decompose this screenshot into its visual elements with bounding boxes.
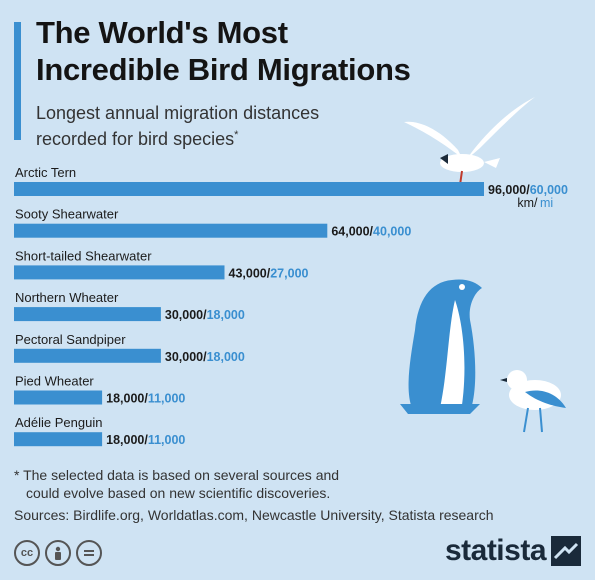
data-label-km: 18,000/ [106, 392, 148, 406]
unit-label-km: km [517, 196, 534, 210]
data-label-mi: 40,000 [373, 225, 411, 239]
subtitle-line-2: recorded for bird species [36, 129, 235, 149]
data-label-mi: 11,000 [148, 392, 186, 406]
subtitle-footnote-mark: * [234, 129, 239, 141]
title-line-1: The World's Most [36, 15, 288, 50]
bar [14, 432, 103, 447]
subtitle-line-1: Longest annual migration distances [36, 103, 320, 123]
chart-title: The World's Most Incredible Bird Migrati… [36, 14, 411, 88]
data-label-km: 64,000/ [331, 225, 373, 239]
penguin-illustration [400, 279, 482, 414]
unit-separator: / [534, 196, 538, 210]
data-label-mi: 18,000 [207, 308, 245, 322]
chart-subtitle: Longest annual migration distances recor… [36, 102, 319, 150]
footnote-line-2: could evolve based on new scientific dis… [26, 485, 331, 501]
brand-wordmark: statista [444, 534, 547, 567]
data-label-km: 43,000/ [229, 266, 271, 280]
data-label-mi: 27,000 [270, 266, 308, 280]
data-label: 18,000/11,000 [106, 392, 185, 406]
category-label: Sooty Shearwater [15, 207, 119, 222]
bird-illustration [500, 370, 566, 433]
data-label-km: 30,000/ [165, 350, 207, 364]
data-label-km: 96,000/ [488, 183, 530, 197]
unit-label-mi: mi [540, 196, 553, 210]
title-accent-bar [14, 22, 21, 140]
license-icons: cc [14, 540, 102, 566]
data-label: 43,000/27,000 [229, 266, 309, 280]
category-label: Pectoral Sandpiper [15, 332, 126, 347]
data-label: 30,000/18,000 [165, 350, 245, 364]
statista-logo: statista [445, 534, 581, 568]
category-label: Adélie Penguin [15, 415, 102, 430]
cc-icon: cc [14, 540, 40, 566]
bar [14, 390, 103, 405]
bar [14, 307, 161, 322]
bar [14, 265, 225, 280]
data-label: 30,000/18,000 [165, 308, 245, 322]
person-icon [45, 540, 71, 566]
arctic-tern-illustration [404, 97, 535, 186]
data-label: 96,000/60,000 [488, 183, 568, 197]
data-label-mi: 60,000 [530, 183, 568, 197]
bar [14, 223, 328, 238]
bar [14, 182, 484, 196]
data-label-km: 30,000/ [165, 308, 207, 322]
category-label: Pied Wheater [15, 374, 94, 389]
data-label-km: 18,000/ [106, 433, 148, 447]
data-label-mi: 18,000 [207, 350, 245, 364]
footnote-line-1: * The selected data is based on several … [14, 467, 340, 483]
sources-text: Sources: Birdlife.org, Worldatlas.com, N… [14, 507, 494, 523]
category-label: Arctic Tern [15, 165, 76, 180]
statista-logo-icon [551, 536, 581, 566]
title-line-2: Incredible Bird Migrations [36, 52, 411, 87]
bar [14, 348, 161, 363]
category-label: Northern Wheater [15, 290, 119, 305]
data-label: 64,000/40,000 [331, 225, 411, 239]
data-label: 18,000/11,000 [106, 433, 185, 447]
equals-icon [76, 540, 102, 566]
category-label: Short-tailed Shearwater [15, 248, 152, 263]
data-label-mi: 11,000 [148, 433, 186, 447]
